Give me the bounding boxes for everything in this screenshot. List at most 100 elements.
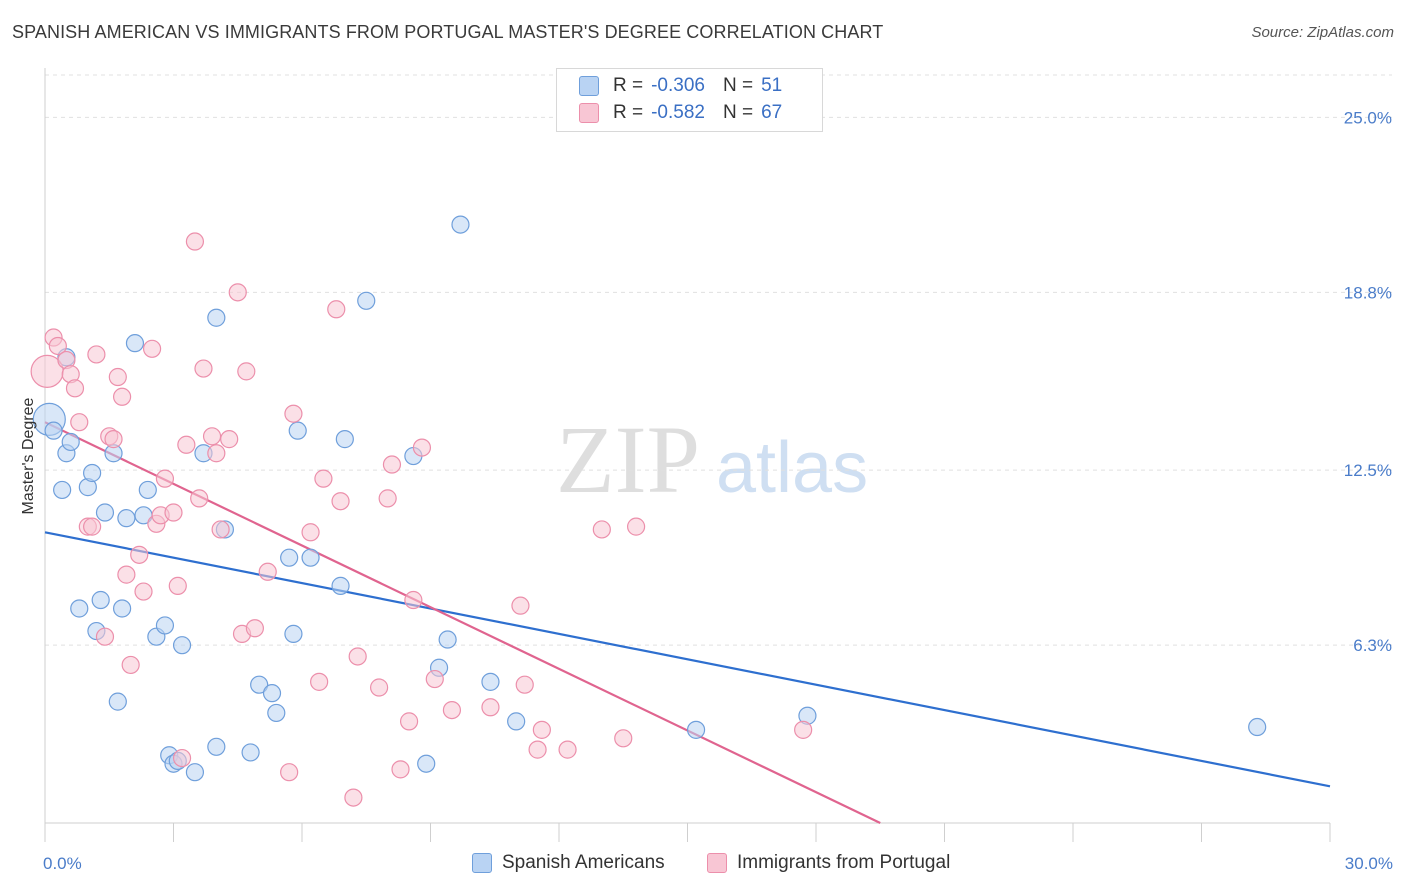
gridlines (45, 74, 1392, 646)
pink-point (331, 492, 350, 511)
pink-point (177, 435, 196, 454)
pink-point (399, 712, 419, 731)
chart-title: SPANISH AMERICAN VS IMMIGRANTS FROM PORT… (12, 22, 884, 42)
pink-point (134, 582, 153, 601)
blue-point (185, 763, 205, 782)
y-tick-label: 6.3% (1353, 636, 1392, 655)
pink-point (164, 503, 183, 522)
pink-point (121, 655, 140, 675)
blue-point (335, 430, 354, 449)
data-points (30, 215, 1267, 807)
pink-point (301, 523, 320, 542)
blue-point (91, 590, 110, 610)
pink-point (65, 379, 85, 398)
pink-swatch (579, 103, 599, 123)
blue-point (1248, 717, 1267, 737)
blue-point (507, 712, 526, 731)
blue-point (357, 291, 376, 310)
blue-point (117, 509, 136, 528)
blue-point (438, 630, 457, 649)
r-value: -0.306 (651, 75, 705, 96)
legend-label: Spanish Americans (502, 852, 665, 873)
y-axis-label: Master's Degree (20, 397, 37, 514)
pink-point (258, 562, 277, 581)
n-label: N = (722, 75, 754, 96)
blue-point (267, 703, 286, 723)
x-tick-label: 0.0% (43, 854, 82, 873)
pink-point (70, 413, 89, 432)
pink-point (370, 678, 389, 697)
blue-point (262, 684, 282, 703)
pink-point (104, 430, 123, 449)
stats-legend: R = -0.306 N = 51 R = -0.582 N = 67 (556, 68, 823, 132)
blue-point (280, 548, 299, 567)
blue-point (241, 743, 260, 762)
pink-point (130, 545, 149, 564)
n-label: N = (722, 102, 754, 123)
pink-point (310, 672, 329, 691)
pink-point (344, 788, 363, 807)
pink-point (190, 489, 209, 508)
blue-point (61, 432, 80, 452)
blue-point (155, 616, 175, 635)
y-tick-label: 12.5% (1344, 461, 1392, 480)
blue-point (70, 599, 89, 618)
blue-point (112, 599, 132, 618)
pink-point (155, 469, 175, 488)
pink-point (220, 430, 239, 449)
blue-trend-line (44, 531, 1331, 788)
r-value: -0.582 (651, 102, 705, 123)
pink-point (48, 336, 67, 356)
source-label: Source: ZipAtlas.com (1251, 24, 1394, 41)
pink-point (511, 596, 530, 615)
pink-point (194, 359, 213, 378)
blue-point (686, 720, 706, 739)
pink-point (378, 489, 397, 508)
pink-point (112, 387, 132, 406)
blue-point (207, 737, 226, 756)
blue-swatch (579, 76, 599, 96)
watermark-zip: ZIP (556, 406, 700, 513)
pink-point (442, 700, 462, 720)
blue-point (83, 463, 102, 483)
legend-item-spanish-americans: Spanish Americans (472, 852, 665, 874)
pink-point (185, 232, 205, 251)
stats-row-pink: R = -0.582 N = 67 (579, 100, 782, 126)
blue-point (481, 672, 500, 691)
pink-trend-line (44, 421, 881, 824)
pink-point (245, 619, 264, 638)
blue-point (451, 215, 470, 234)
pink-point (172, 748, 192, 768)
pink-swatch (707, 853, 727, 873)
pink-point (142, 339, 162, 358)
blue-point (250, 675, 269, 694)
pink-point (412, 438, 432, 457)
blue-swatch (472, 853, 492, 873)
y-tick-label: 25.0% (1344, 108, 1392, 127)
r-label: R = (613, 102, 644, 123)
watermark-atlas: atlas (716, 428, 868, 508)
n-value: 67 (761, 102, 783, 123)
pink-point (592, 520, 611, 539)
pink-point (117, 565, 136, 584)
pink-point (425, 669, 444, 689)
pink-point (481, 698, 500, 717)
r-label: R = (613, 75, 644, 96)
pink-point (382, 455, 402, 474)
pink-point (228, 283, 247, 302)
pink-point (284, 404, 303, 423)
pink-point (532, 720, 551, 739)
watermark: ZIP atlas (556, 406, 868, 513)
pink-point (95, 627, 115, 646)
pink-point (528, 740, 547, 759)
pink-point (108, 367, 127, 387)
blue-point (108, 692, 127, 711)
pink-point (515, 675, 534, 694)
blue-point (125, 334, 145, 353)
pink-point (280, 763, 299, 782)
axis-labels: 6.3% 12.5% 18.8% 25.0% 0.0% 30.0% Master's Deg… (20, 108, 1393, 873)
blue-point (44, 421, 63, 440)
legend-item-immigrants-portugal: Immigrants from Portugal (707, 852, 950, 874)
stats-row-blue: R = -0.306 N = 51 (579, 73, 782, 99)
axes (44, 68, 1331, 842)
